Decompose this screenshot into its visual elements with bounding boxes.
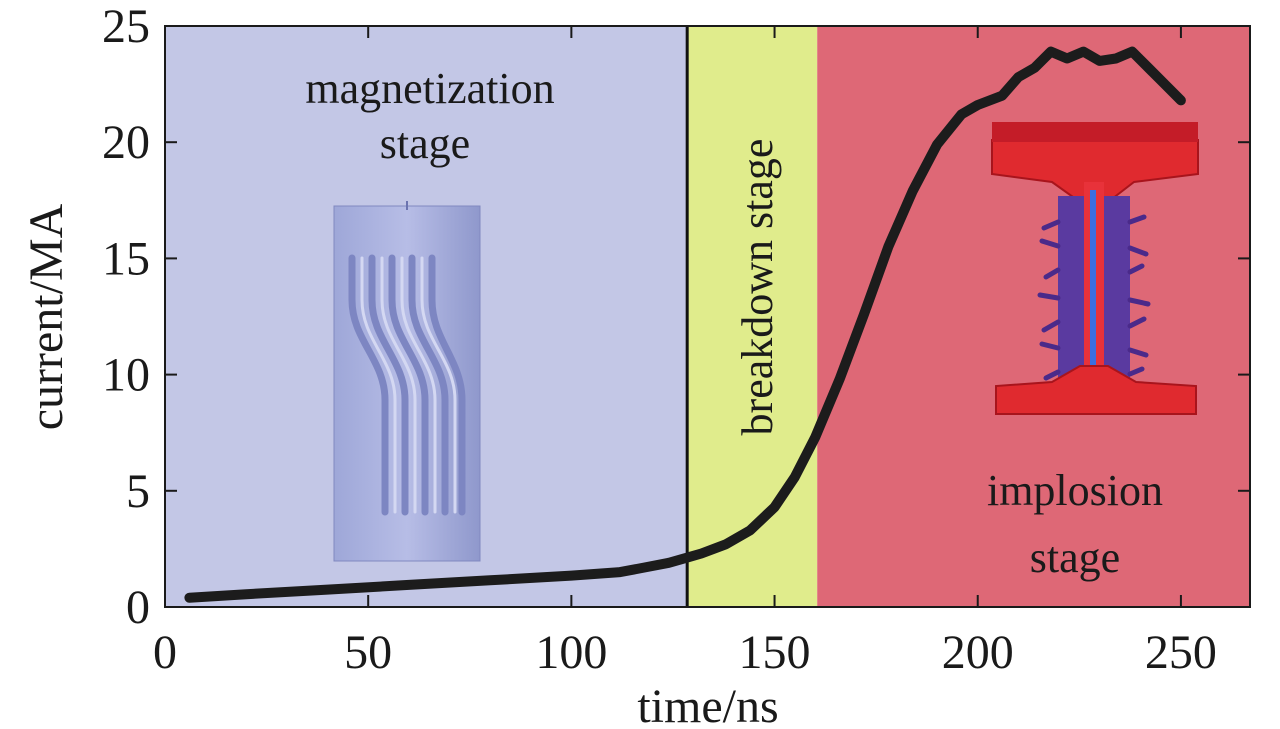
plot-frame: [164, 25, 1251, 608]
y-tick-label: 0: [126, 581, 150, 634]
stage-band-2: [817, 26, 1250, 607]
data-point: [186, 594, 193, 601]
data-point: [487, 577, 494, 584]
x-axis-title: time/ns: [637, 680, 778, 729]
data-point: [934, 141, 941, 148]
data-point: [999, 92, 1006, 99]
y-axis-title: current/MA: [20, 203, 73, 430]
data-point: [682, 555, 689, 562]
data-point: [909, 188, 916, 195]
data-point: [1129, 48, 1136, 55]
data-point: [1161, 81, 1168, 88]
data-point: [568, 572, 575, 579]
y-tick-label: 25: [102, 0, 150, 53]
x-tick-label: 200: [942, 626, 1014, 679]
data-point: [1112, 55, 1119, 62]
data-point: [665, 559, 672, 566]
stage-bands: [165, 26, 1250, 607]
data-point: [1015, 74, 1022, 81]
data-point: [243, 591, 250, 598]
data-point: [771, 504, 778, 511]
magnetization-stage-label-line1: magnetization: [305, 64, 554, 113]
x-tick-label: 250: [1145, 626, 1217, 679]
data-point: [885, 243, 892, 250]
data-point: [617, 569, 624, 576]
series-layer: [184, 46, 1186, 603]
axes-layer: 0 50 100 150 200 250 0 5 10 15 20 25: [102, 0, 1250, 679]
data-point: [974, 102, 981, 109]
data-point: [812, 434, 819, 441]
data-point: [1145, 64, 1152, 71]
data-point: [405, 581, 412, 588]
data-point: [1096, 57, 1103, 64]
y-tick-label: 20: [102, 116, 150, 169]
imploding-liner-illustration: [991, 122, 1199, 415]
data-point: [860, 311, 867, 318]
magnetization-stage-label-line2: stage: [380, 119, 470, 168]
implosion-stage-label-line2: stage: [1030, 533, 1120, 582]
y-tick-label: 5: [126, 465, 150, 518]
data-point: [1080, 48, 1087, 55]
breakdown-stage-label: breakdown stage: [733, 139, 782, 436]
data-point: [747, 527, 754, 534]
x-tick-label: 100: [535, 626, 607, 679]
data-point: [836, 376, 843, 383]
data-point: [1031, 64, 1038, 71]
data-point: [324, 586, 331, 593]
stage-band-1: [687, 26, 818, 607]
data-point: [641, 564, 648, 571]
y-tick-label: 10: [102, 349, 150, 402]
data-point: [958, 111, 965, 118]
data-point: [1047, 48, 1054, 55]
data-point: [1064, 55, 1071, 62]
data-point: [722, 541, 729, 548]
data-point: [1177, 97, 1184, 104]
implosion-stage-label-line1: implosion: [987, 466, 1163, 515]
y-tick-label: 15: [102, 232, 150, 285]
data-point: [698, 550, 705, 557]
helical-liner-illustration: [333, 201, 481, 562]
x-tick-label: 150: [739, 626, 811, 679]
x-tick-label: 50: [344, 626, 392, 679]
data-point: [791, 473, 798, 480]
x-tick-label: 0: [153, 626, 177, 679]
